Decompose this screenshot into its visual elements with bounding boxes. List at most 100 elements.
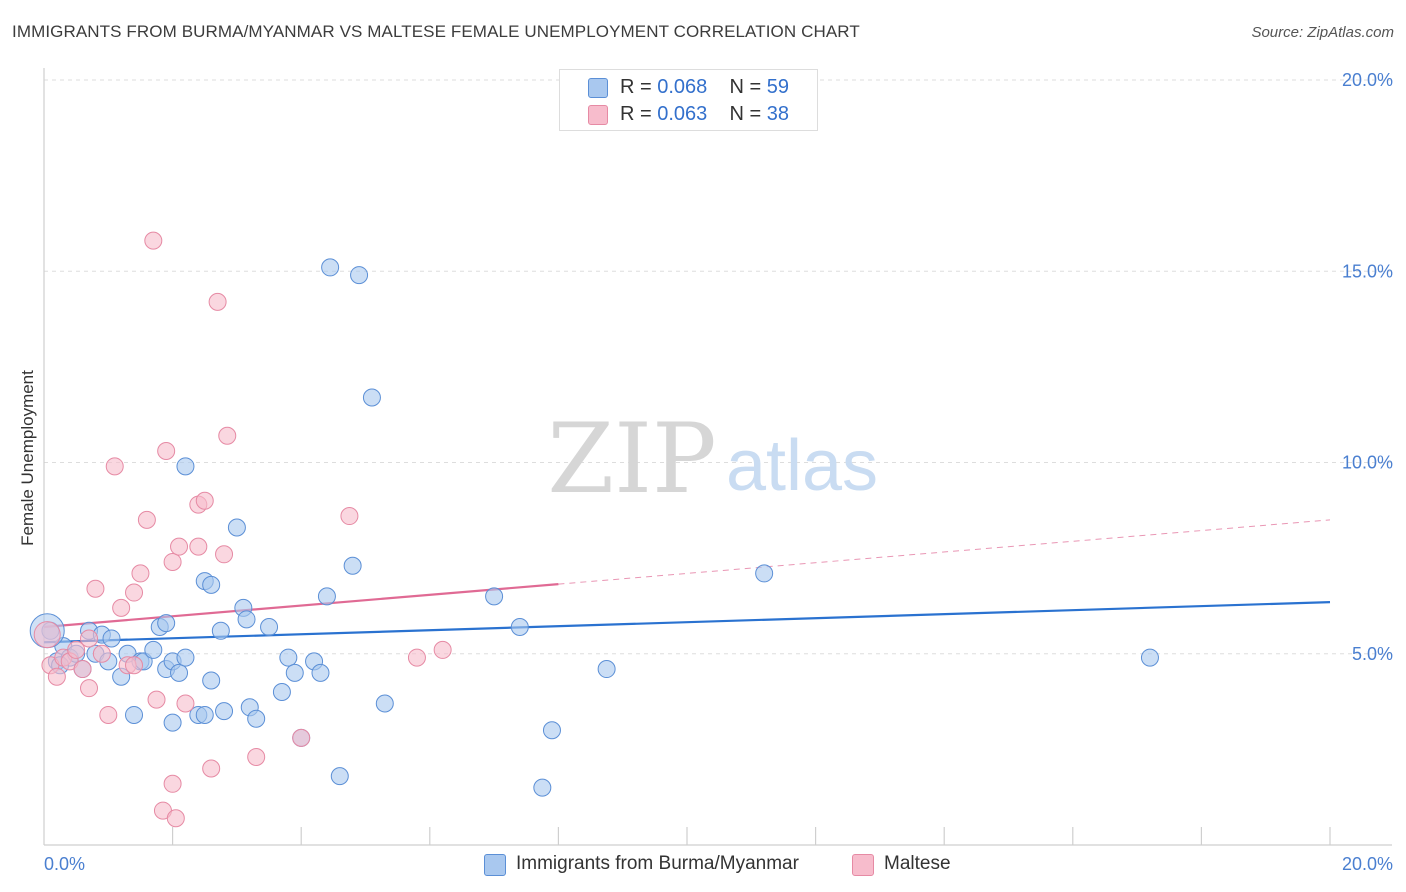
- maltese-point: [208, 292, 227, 311]
- data-points: [29, 231, 1159, 828]
- burma-point: [343, 556, 362, 575]
- burma-point: [211, 621, 230, 640]
- legend-r-label: R =: [620, 76, 658, 98]
- trend-line-burma: [43, 601, 1331, 644]
- y-tick-label: 10.0%: [1342, 453, 1393, 473]
- maltese-point: [163, 774, 182, 793]
- legend-n-label: N =: [729, 76, 767, 98]
- maltese-point: [163, 552, 182, 571]
- burma-point: [597, 660, 616, 679]
- series-legend: Immigrants from Burma/Myanmar Maltese: [0, 852, 1406, 876]
- burma-point: [260, 617, 279, 636]
- burma-point: [176, 648, 195, 667]
- burma-point: [285, 663, 304, 682]
- series-swatch-burma: [484, 854, 506, 876]
- burma-point: [350, 266, 369, 285]
- maltese-point: [176, 694, 195, 713]
- legend-n-value: 59: [766, 76, 790, 98]
- maltese-point: [80, 679, 99, 698]
- legend-n-value: 38: [766, 103, 790, 125]
- watermark-atlas: atlas: [726, 426, 878, 506]
- y-tick-label: 5.0%: [1352, 644, 1393, 664]
- burma-point: [237, 610, 256, 629]
- burma-point: [321, 258, 340, 277]
- maltese-point: [247, 748, 266, 767]
- series-label-burma: Immigrants from Burma/Myanmar: [516, 853, 799, 874]
- maltese-point: [195, 491, 214, 510]
- burma-point: [510, 617, 529, 636]
- burma-point: [170, 663, 189, 682]
- burma-point: [176, 457, 195, 476]
- legend-swatch-burma: [588, 78, 608, 98]
- watermark-zip: ZIP: [547, 403, 716, 515]
- burma-point: [125, 705, 144, 724]
- burma-point: [202, 575, 221, 594]
- maltese-point: [189, 537, 208, 556]
- burma-point: [272, 683, 291, 701]
- legend-r-value: 0.068: [657, 76, 708, 98]
- maltese-point: [137, 510, 156, 529]
- watermark: ZIP atlas: [547, 403, 878, 515]
- burma-point: [311, 663, 330, 682]
- legend-swatch-maltese: [588, 105, 608, 125]
- burma-point: [157, 614, 176, 633]
- burma-point: [375, 694, 394, 713]
- burma-point: [485, 587, 504, 606]
- trend-line-maltese-extrapolated: [558, 519, 1331, 585]
- maltese-point: [170, 537, 189, 556]
- maltese-point: [166, 809, 185, 828]
- maltese-point: [73, 660, 92, 679]
- burma-point: [102, 629, 121, 648]
- maltese-point: [292, 728, 311, 747]
- maltese-point: [99, 705, 118, 724]
- maltese-point: [125, 656, 144, 675]
- burma-point: [542, 721, 561, 740]
- x-tick-label: 20.0%: [1342, 854, 1393, 874]
- maltese-point: [80, 629, 99, 648]
- burma-point: [362, 388, 381, 407]
- maltese-point: [105, 457, 124, 476]
- burma-point: [755, 564, 774, 583]
- burma-point: [195, 705, 214, 724]
- burma-point: [215, 702, 234, 721]
- maltese-point: [67, 640, 86, 659]
- y-tick-label: 15.0%: [1342, 261, 1393, 281]
- burma-point: [144, 640, 163, 659]
- maltese-point: [125, 583, 144, 602]
- burma-point: [1140, 648, 1159, 667]
- maltese-point: [407, 648, 426, 667]
- burma-point: [202, 671, 221, 690]
- axes: [43, 68, 1392, 846]
- maltese-point: [433, 640, 452, 659]
- legend-r-label: R =: [620, 103, 658, 125]
- maltese-point: [144, 231, 163, 250]
- trend-line-maltese: [43, 583, 559, 629]
- gridlines: [44, 79, 1392, 655]
- maltese-point: [218, 426, 237, 445]
- maltese-point: [131, 564, 150, 583]
- burma-point: [227, 518, 246, 537]
- maltese-point: [147, 690, 166, 709]
- tick-labels: 5.0% 10.0% 15.0% 20.0% 0.0% 20.0%: [44, 70, 1393, 874]
- correlation-legend: R = 0.068 N = 59 R = 0.063 N = 38: [559, 69, 818, 131]
- x-tick-label: 0.0%: [44, 854, 85, 874]
- burma-point: [330, 767, 349, 786]
- maltese-point: [215, 545, 234, 564]
- burma-point: [163, 713, 182, 732]
- maltese-point: [86, 579, 105, 598]
- burma-point: [279, 648, 298, 667]
- maltese-point: [47, 667, 66, 686]
- maltese-point: [157, 442, 176, 461]
- maltese-point: [92, 644, 111, 663]
- maltese-point: [340, 507, 359, 526]
- legend-r-value: 0.063: [657, 103, 708, 125]
- y-tick-label: 20.0%: [1342, 70, 1393, 90]
- series-swatch-maltese: [852, 854, 874, 876]
- source-label: Source: ZipAtlas.com: [1251, 24, 1394, 41]
- burma-point: [317, 587, 336, 606]
- chart-title: IMMIGRANTS FROM BURMA/MYANMAR VS MALTESE…: [12, 22, 860, 41]
- maltese-point: [33, 621, 61, 649]
- burma-point: [533, 778, 552, 797]
- burma-point: [247, 709, 266, 728]
